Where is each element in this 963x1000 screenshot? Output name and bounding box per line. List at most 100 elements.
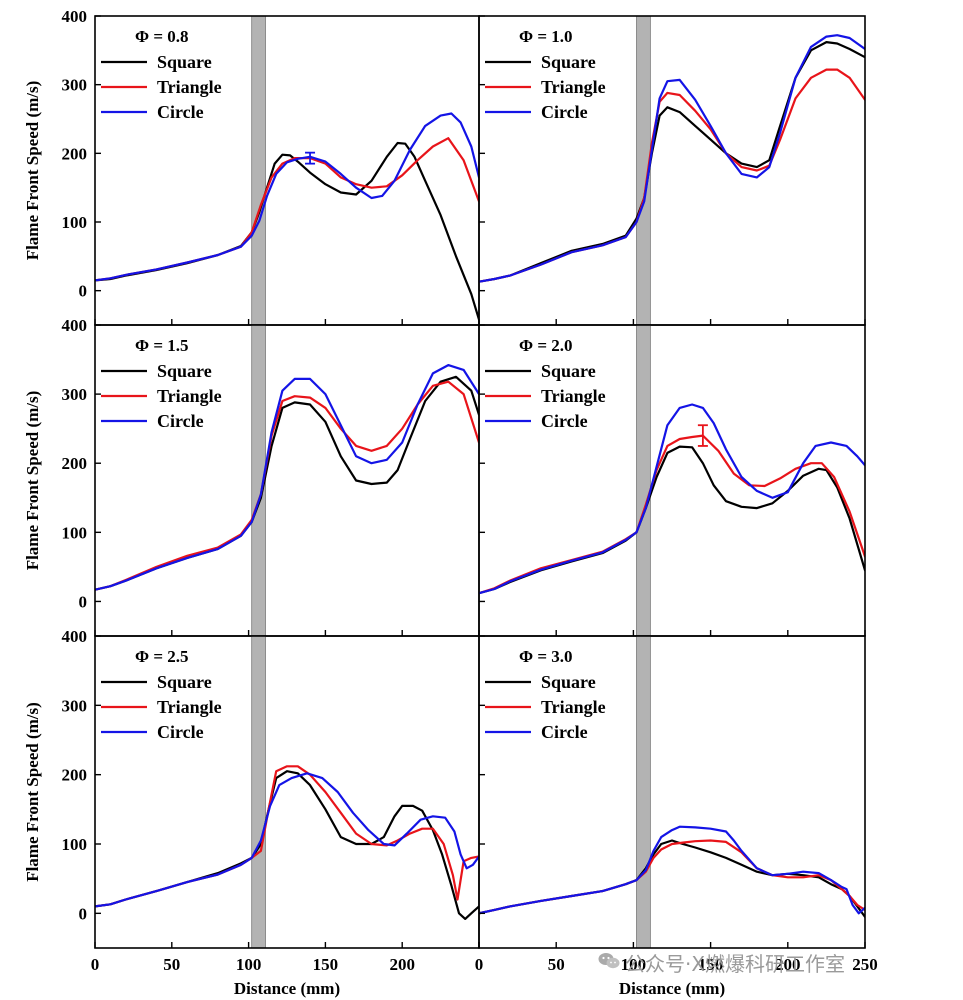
legend-label-circle: Circle <box>157 722 204 742</box>
legend-label-triangle: Triangle <box>157 697 222 717</box>
y-axis-title: Flame Front Speed (m/s) <box>23 81 42 261</box>
plot-area <box>95 364 479 591</box>
obstacle-band <box>251 635 266 949</box>
legend-label-triangle: Triangle <box>541 697 606 717</box>
legend-label-square: Square <box>541 52 596 72</box>
series-line-triangle <box>95 765 479 908</box>
watermark-text: 公众号·X燃爆科研工作室 <box>625 952 846 976</box>
y-tick-label: 200 <box>62 454 88 473</box>
legend-label-square: Square <box>541 361 596 381</box>
obstacle-band <box>636 635 651 949</box>
y-tick-label: 400 <box>62 7 88 26</box>
x-axis-title: Distance (mm) <box>234 979 340 998</box>
series-line-square <box>95 141 479 321</box>
panel-frame <box>478 635 866 949</box>
y-tick-label: 400 <box>62 316 88 335</box>
y-axis-title: Flame Front Speed (m/s) <box>23 702 42 882</box>
legend-label-circle: Circle <box>541 411 588 431</box>
legend-label-square: Square <box>541 672 596 692</box>
y-axis-title: Flame Front Speed (m/s) <box>23 391 42 571</box>
series-line-triangle <box>479 68 865 283</box>
panel-title: Φ = 1.0 <box>519 27 573 46</box>
series-line-circle <box>95 112 479 282</box>
x-axis-title: Distance (mm) <box>619 979 725 998</box>
plot-area <box>479 403 865 595</box>
series-line-square <box>479 839 865 918</box>
panel-frame <box>478 324 866 637</box>
y-tick-label: 100 <box>62 835 88 854</box>
legend: Square Triangle Circle <box>101 361 222 431</box>
y-tick-label: 0 <box>79 592 88 611</box>
y-tick-label: 300 <box>62 696 88 715</box>
legend-label-triangle: Triangle <box>157 77 222 97</box>
legend-label-circle: Circle <box>541 722 588 742</box>
panel-title: Φ = 2.0 <box>519 336 573 355</box>
y-tick-label: 400 <box>62 627 88 646</box>
x-tick-label: 50 <box>163 955 180 974</box>
plot-area <box>479 34 865 283</box>
y-tick-label: 300 <box>62 385 88 404</box>
y-tick-label: 200 <box>62 144 88 163</box>
series-line-square <box>479 40 865 283</box>
x-tick-label: 50 <box>548 955 565 974</box>
panel-5: 0 100 200 300 400 Flame Front Speed (m/s) 0 50 1… <box>23 627 480 998</box>
x-tick-label: 0 <box>91 955 100 974</box>
panel-title: Φ = 2.5 <box>135 647 189 666</box>
x-tick-label: 100 <box>621 955 647 974</box>
error-bar <box>305 151 316 165</box>
series-line-circle <box>95 772 479 908</box>
legend-label-square: Square <box>157 361 212 381</box>
legend-label-circle: Circle <box>157 102 204 122</box>
x-tick-label: 150 <box>698 955 724 974</box>
obstacle-band <box>251 15 266 326</box>
panel-title: Φ = 0.8 <box>135 27 189 46</box>
wechat-icon <box>598 952 620 970</box>
legend: Square Triangle Circle <box>101 52 222 122</box>
x-tick-label: 100 <box>236 955 262 974</box>
series-line-triangle <box>95 137 479 282</box>
panel-6: 0 50 100 150 200 250 Distance (mm) Φ = 3.0 Squar… <box>475 635 878 998</box>
error-bar <box>697 424 708 447</box>
series-line-square <box>95 375 479 591</box>
series-line-square <box>95 770 479 921</box>
obstacle-band <box>636 324 651 637</box>
y-tick-label: 100 <box>62 523 88 542</box>
panel-frame <box>478 15 866 326</box>
legend-label-triangle: Triangle <box>541 77 606 97</box>
legend-label-circle: Circle <box>541 102 588 122</box>
y-tick-label: 100 <box>62 213 88 232</box>
y-tick-label: 0 <box>79 282 88 301</box>
panel-4: Φ = 2.0 Square Triangle Circle <box>478 324 866 637</box>
panel-title: Φ = 1.5 <box>135 336 189 355</box>
panel-2: Φ = 1.0 Square Triangle Circle <box>478 15 866 326</box>
legend: Square Triangle Circle <box>485 361 606 431</box>
series-line-circle <box>479 34 865 283</box>
x-tick-label: 250 <box>852 955 878 974</box>
x-tick-label: 0 <box>475 955 484 974</box>
x-tick-label: 200 <box>775 955 801 974</box>
y-tick-label: 0 <box>79 904 88 923</box>
plot-area <box>95 765 479 921</box>
plot-area <box>479 825 865 918</box>
panel-1: 0 100 200 300 400 Flame Front Speed (m/s) Φ = … <box>23 7 480 326</box>
panel-3: 0 100 200 300 400 Flame Front Speed (m/s) Φ = … <box>23 316 480 637</box>
x-tick-label: 200 <box>389 955 415 974</box>
series-line-circle <box>95 364 479 591</box>
y-tick-label: 200 <box>62 766 88 785</box>
legend: Square Triangle Circle <box>485 672 606 742</box>
panel-title: Φ = 3.0 <box>519 647 573 666</box>
plot-area <box>95 112 479 321</box>
legend-label-triangle: Triangle <box>157 386 222 406</box>
panel-frame <box>94 324 480 637</box>
panel-frame <box>94 635 480 949</box>
legend-label-circle: Circle <box>157 411 204 431</box>
series-line-circle <box>479 825 865 915</box>
legend-label-square: Square <box>157 672 212 692</box>
y-tick-label: 300 <box>62 76 88 95</box>
legend: Square Triangle Circle <box>101 672 222 742</box>
legend: Square Triangle Circle <box>485 52 606 122</box>
x-tick-label: 150 <box>313 955 339 974</box>
legend-label-square: Square <box>157 52 212 72</box>
series-line-circle <box>479 403 865 595</box>
